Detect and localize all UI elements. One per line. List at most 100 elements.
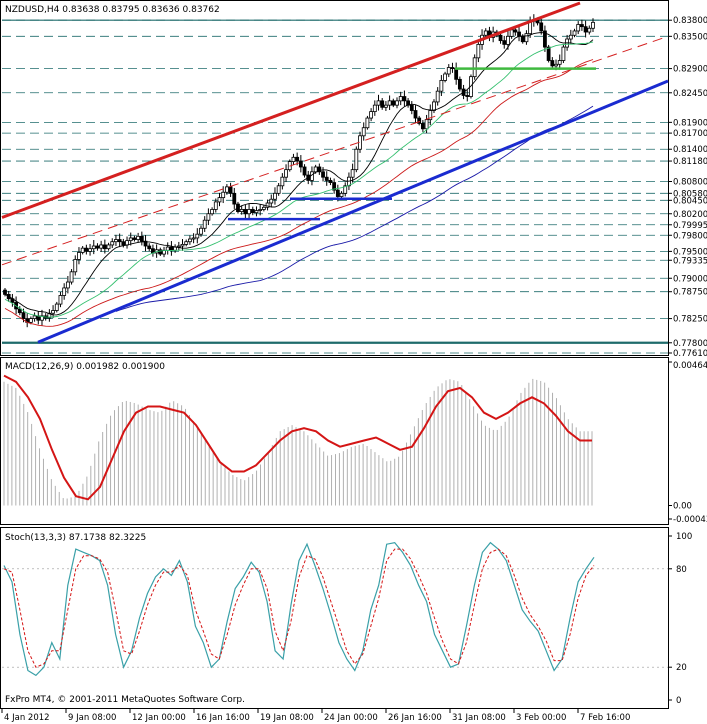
candle-body-149	[554, 63, 558, 67]
candle-body-114	[424, 119, 429, 130]
candle-body-117	[435, 90, 440, 103]
candle-body-119	[443, 73, 447, 81]
candle-body-67	[250, 209, 255, 214]
stoch-panel	[0, 527, 669, 709]
macd-label-2: -0.000437	[673, 515, 707, 525]
candle-body-59	[221, 191, 226, 199]
candle-body-134	[498, 34, 503, 42]
candle-body-57	[213, 201, 218, 210]
price-label-8: 0.80800	[673, 177, 707, 187]
candle-body-100	[372, 104, 377, 113]
candle-body-12	[47, 312, 52, 319]
candle-body-36	[136, 235, 141, 240]
candle-body-138	[513, 29, 518, 33]
candle-body-21	[80, 247, 85, 253]
price-label-18: 0.78250	[673, 315, 707, 325]
candle-body-95	[354, 148, 359, 171]
candle-body-148	[550, 60, 555, 67]
candle-body-10	[40, 315, 44, 321]
candle-body-88	[328, 180, 333, 183]
time-label-1: 9 Jan 08:00	[68, 713, 116, 723]
candle-body-30	[114, 239, 118, 243]
candle-body-7	[28, 318, 33, 323]
candle-body-92	[343, 185, 348, 194]
candle-body-34	[128, 237, 133, 242]
candle-body-26	[99, 244, 104, 249]
stoch-label-2: 20	[676, 663, 687, 673]
candle-body-17	[65, 281, 70, 289]
time-label-2: 12 Jan 00:00	[132, 713, 186, 723]
candle-body-108	[402, 96, 407, 102]
price-label-14: 0.79500	[673, 247, 707, 257]
candle-body-15	[58, 295, 63, 305]
candle-body-75	[280, 176, 285, 187]
candle-body-150	[557, 60, 562, 65]
candle-body-81	[302, 166, 307, 176]
candle-body-127	[472, 57, 477, 78]
candle-body-79	[295, 156, 300, 162]
candle-body-155	[576, 24, 581, 32]
candle-body-49	[184, 241, 189, 245]
candle-body-14	[54, 303, 59, 311]
candle-body-19	[73, 259, 78, 273]
candle-body-28	[106, 244, 111, 250]
candle-body-130	[483, 30, 488, 36]
candle-body-54	[202, 219, 207, 229]
candle-body-139	[517, 31, 521, 37]
candle-body-80	[298, 160, 303, 168]
stoch-plot	[2, 541, 668, 677]
price-label-6: 0.81400	[673, 145, 707, 155]
candle-body-94	[350, 169, 355, 178]
ma-blue-line	[115, 105, 594, 312]
candle-body-66	[247, 209, 251, 215]
candle-body-4	[17, 308, 22, 314]
candle-body-37	[139, 235, 144, 242]
candle-body-154	[572, 30, 577, 36]
ma-red-line	[4, 59, 594, 327]
candle-body-101	[376, 100, 381, 106]
red-channel-mid	[1, 35, 669, 266]
candle-body-69	[258, 209, 263, 211]
candle-body-159	[591, 21, 595, 29]
candle-body-31	[117, 239, 122, 243]
candle-body-22	[84, 247, 89, 252]
candle-body-122	[454, 68, 459, 80]
candle-body-112	[417, 117, 422, 124]
candle-body-157	[583, 26, 588, 33]
candle-body-121	[450, 67, 455, 69]
main-price-panel	[0, 0, 669, 356]
price-label-12: 0.79995	[673, 221, 707, 231]
candle-body-48	[180, 243, 185, 247]
candle-body-153	[568, 34, 573, 40]
candle-body-60	[224, 186, 229, 193]
stoch-axis: 100 80 20 0	[668, 532, 692, 706]
time-label-5: 24 Jan 00:00	[324, 713, 378, 723]
candle-body-74	[276, 185, 281, 194]
price-label-16: 0.79000	[673, 274, 707, 284]
candle-body-118	[439, 80, 444, 92]
price-label-13: 0.79800	[673, 231, 707, 241]
candle-body-42	[158, 249, 163, 255]
price-label-1: 0.83500	[673, 32, 707, 42]
candle-body-76	[284, 169, 288, 178]
price-label-0: 0.83800	[673, 16, 707, 26]
candle-body-151	[561, 46, 566, 61]
price-label-11: 0.80200	[673, 210, 707, 220]
candle-body-78	[291, 156, 296, 163]
price-label-3: 0.82450	[673, 89, 707, 99]
candle-body-126	[469, 76, 473, 97]
candle-body-98	[365, 117, 370, 129]
candle-body-20	[77, 252, 81, 260]
macd-plot	[3, 374, 593, 506]
candle-body-87	[324, 176, 329, 181]
price-plot	[1, 1, 669, 354]
candle-body-56	[210, 209, 214, 215]
time-label-3: 16 Jan 16:00	[196, 713, 250, 723]
time-label-7: 31 Jan 08:00	[452, 713, 506, 723]
price-label-5: 0.81700	[673, 129, 707, 139]
candle-body-141	[524, 33, 529, 43]
candle-body-135	[502, 40, 507, 45]
stoch-label-0: 100	[676, 532, 692, 542]
candle-body-102	[380, 100, 385, 108]
candle-body-64	[239, 209, 244, 213]
